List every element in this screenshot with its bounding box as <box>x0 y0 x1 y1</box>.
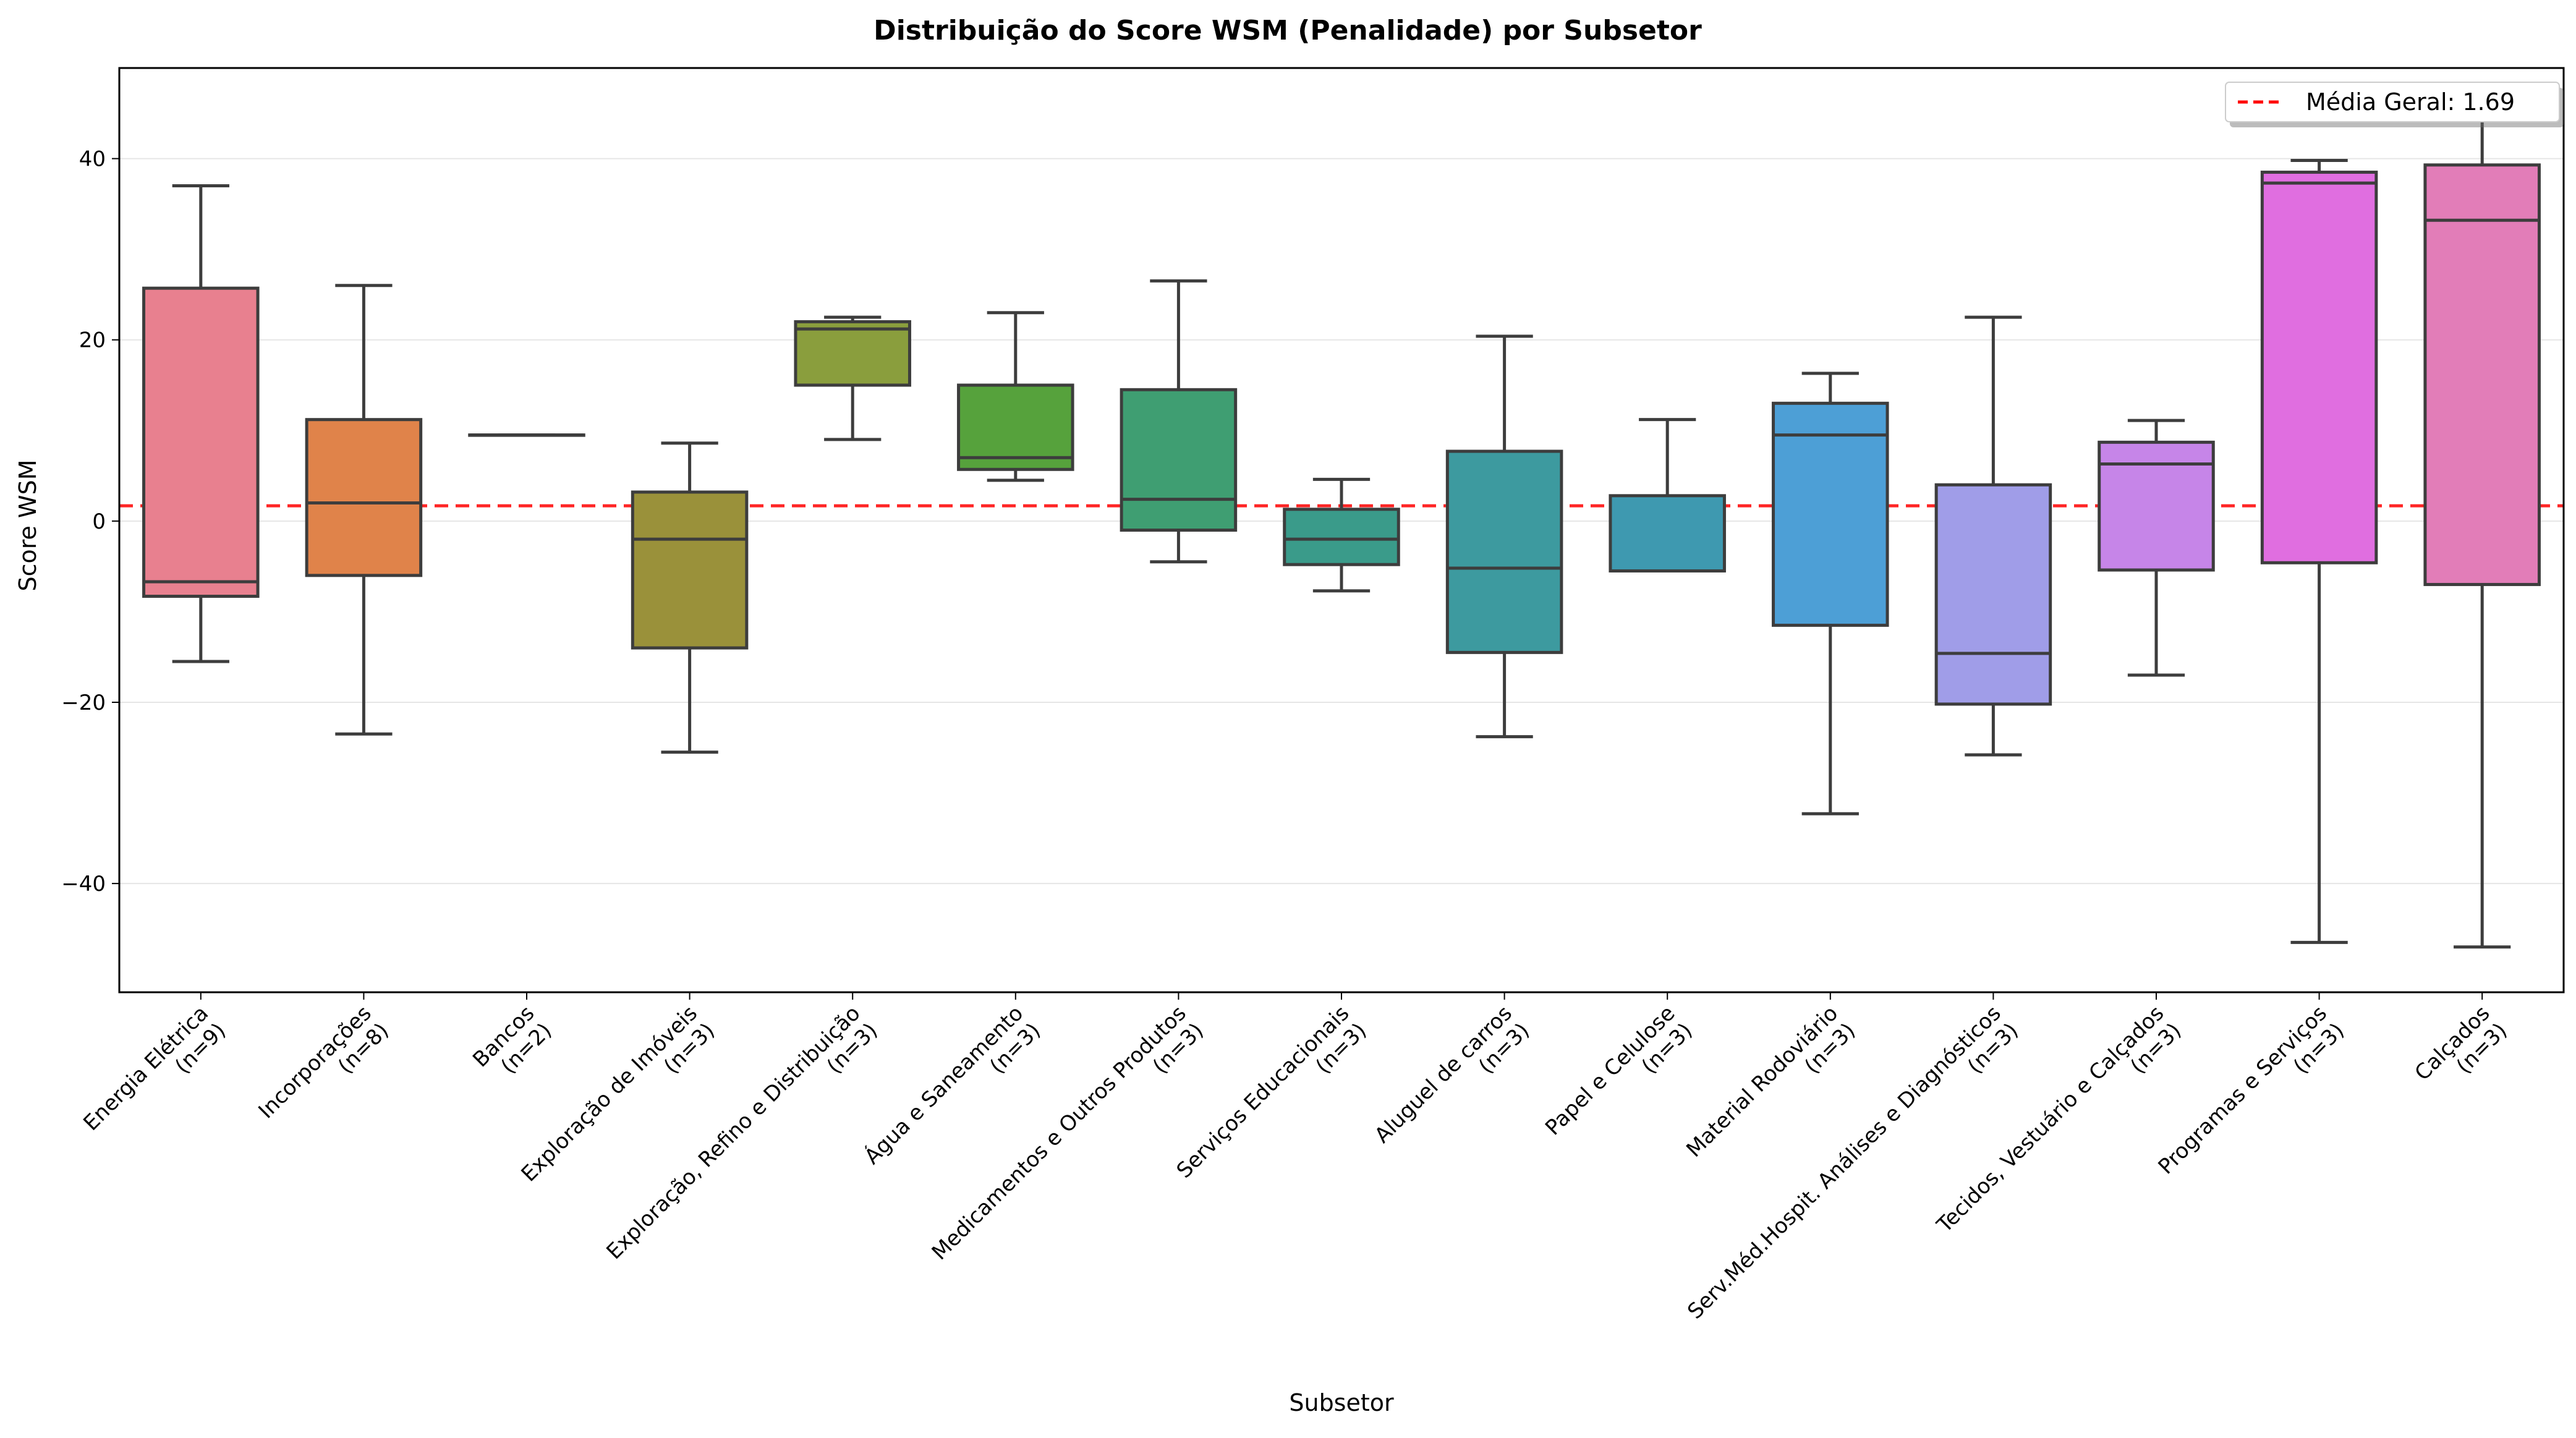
y-tick-label: 40 <box>79 147 106 172</box>
box-group <box>142 184 260 663</box>
box-iqr <box>1934 483 2052 706</box>
y-tick-label: −20 <box>61 691 106 715</box>
box-iqr <box>1283 508 1400 566</box>
boxes-layer <box>142 108 2541 949</box>
box-group <box>631 441 749 754</box>
box-group <box>1772 372 1889 815</box>
box-iqr <box>1772 401 1889 627</box>
box-iqr <box>631 490 749 650</box>
chart-title: Distribuição do Score WSM (Penalidade) p… <box>874 15 1702 46</box>
y-tick-label: 20 <box>79 328 106 353</box>
box-iqr <box>957 383 1074 471</box>
box-group <box>2423 108 2541 949</box>
box-group <box>794 315 911 441</box>
box-group <box>1445 334 1563 739</box>
y-tick-label: −40 <box>61 872 106 896</box>
box-iqr <box>794 320 911 387</box>
legend-label: Média Geral: 1.69 <box>2306 88 2515 116</box>
y-tick-label: 0 <box>92 509 106 534</box>
box-group <box>957 311 1074 482</box>
box-group <box>2098 419 2215 677</box>
box-group <box>305 284 423 736</box>
y-axis-ticks: −40 −20 0 20 40 <box>61 147 119 896</box>
box-group <box>468 433 585 437</box>
box-group <box>1283 477 1400 593</box>
y-axis-label: Score WSM <box>14 460 41 592</box>
box-iqr <box>2260 171 2378 564</box>
legend: Média Geral: 1.69 <box>2225 82 2564 127</box>
box-iqr <box>305 418 423 577</box>
box-group <box>1934 315 2052 757</box>
box-group <box>1609 418 1726 572</box>
box-iqr <box>1609 494 1726 572</box>
box-iqr <box>1445 449 1563 654</box>
box-iqr <box>1120 388 1238 532</box>
legend-box <box>2225 82 2560 122</box>
x-axis-label: Subsetor <box>1289 1389 1394 1416</box>
box-iqr <box>2423 163 2541 586</box>
box-group <box>2260 159 2378 944</box>
box-group <box>1120 279 1238 564</box>
box-iqr <box>2098 440 2215 572</box>
box-iqr <box>142 286 260 598</box>
